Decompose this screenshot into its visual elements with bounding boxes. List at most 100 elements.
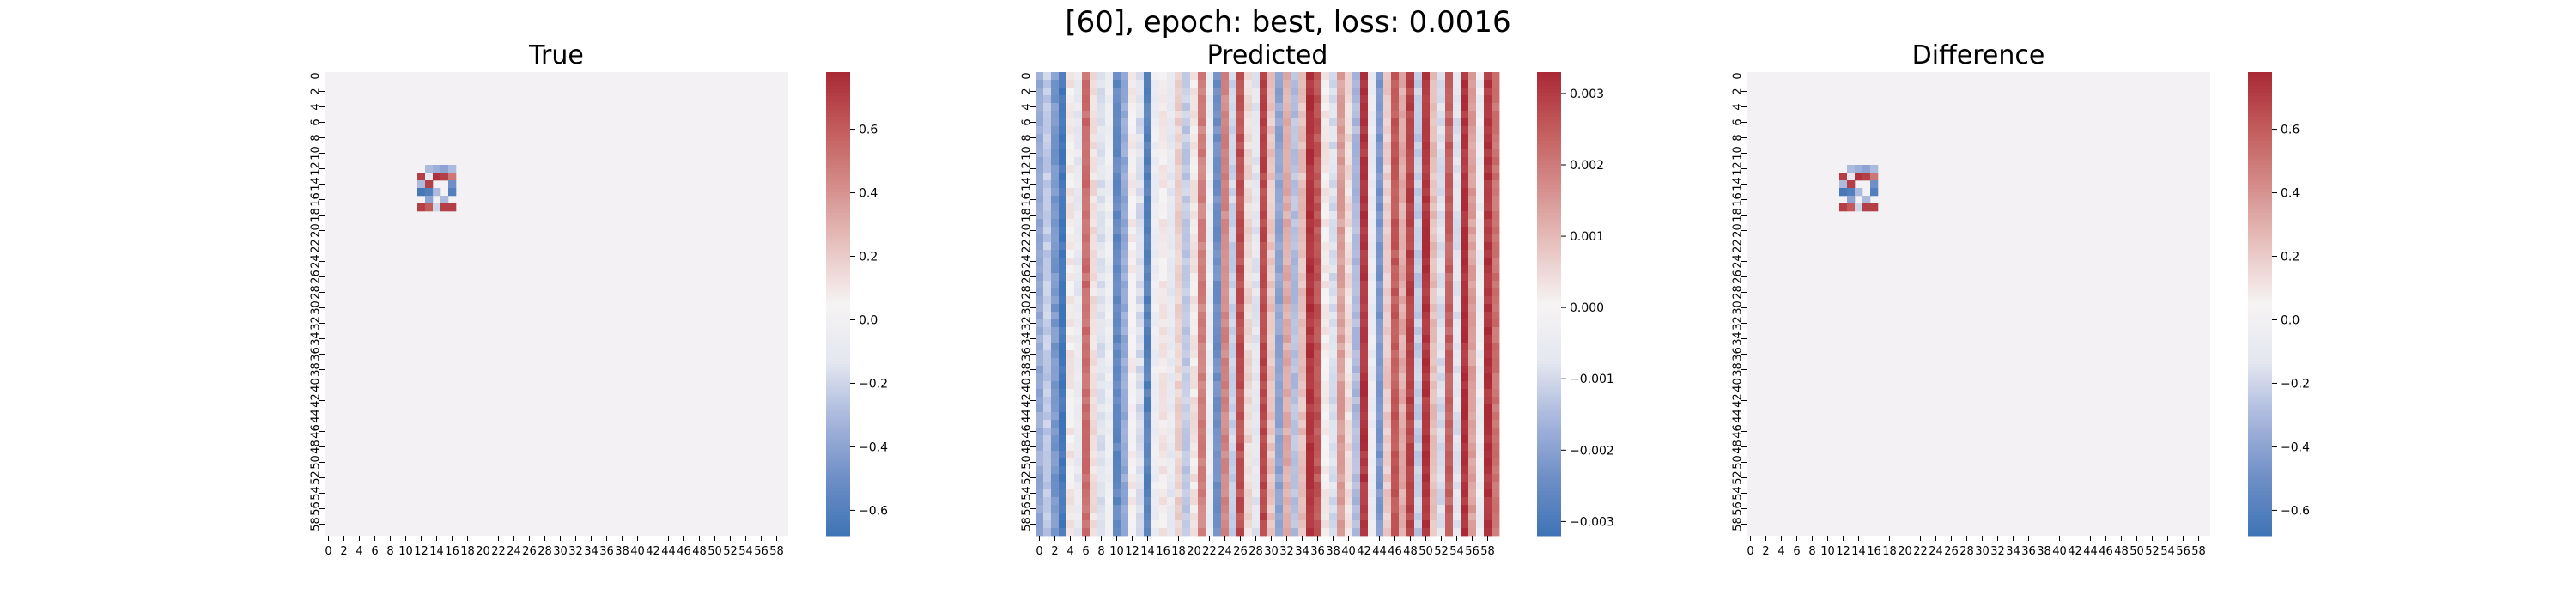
heatmap-cell xyxy=(1113,489,1121,498)
heatmap-cell xyxy=(1229,358,1237,367)
heatmap-cell xyxy=(1043,273,1052,282)
heatmap-cell xyxy=(1190,250,1199,258)
heatmap-cell xyxy=(1198,173,1206,181)
heatmap-cell xyxy=(1206,250,1214,258)
heatmap-cell xyxy=(1144,489,1152,498)
heatmap-cell xyxy=(1036,95,1044,104)
heatmap-cell xyxy=(1376,412,1384,421)
heatmap-cell xyxy=(1484,428,1492,436)
heatmap-cell xyxy=(1430,118,1438,127)
heatmap-cell xyxy=(1406,157,1415,166)
heatmap-cell xyxy=(1376,173,1384,181)
heatmap-cell xyxy=(1213,358,1222,367)
heatmap-cell xyxy=(1445,335,1454,343)
heatmap-cell xyxy=(1383,111,1392,119)
heatmap-cell xyxy=(1036,149,1044,158)
heatmap-cell xyxy=(1422,149,1431,158)
heatmap-cell xyxy=(1252,443,1261,452)
heatmap-cell xyxy=(1190,466,1199,475)
heatmap-cell xyxy=(1090,528,1098,537)
heatmap-cell xyxy=(1260,165,1268,173)
heatmap-cell xyxy=(1291,157,1299,166)
heatmap-cell xyxy=(1461,373,1469,382)
heatmap-cell xyxy=(1198,273,1206,282)
y-tick-label: 14 xyxy=(1732,177,1745,191)
heatmap-cell xyxy=(1291,497,1299,506)
heatmap-cell xyxy=(1121,203,1129,212)
heatmap-cell xyxy=(1136,242,1145,251)
heatmap-cell xyxy=(1376,165,1384,173)
colorbar-segment xyxy=(1537,501,1561,506)
heatmap-cell xyxy=(1229,404,1237,413)
heatmap-cell xyxy=(1182,520,1191,529)
heatmap-cell xyxy=(1275,227,1284,235)
heatmap-cell xyxy=(1159,420,1168,428)
heatmap-cell xyxy=(1198,451,1206,459)
heatmap-cell xyxy=(1043,227,1052,235)
heatmap-cell xyxy=(1298,258,1307,266)
heatmap-cell xyxy=(1376,358,1384,367)
heatmap-cell xyxy=(1136,335,1145,343)
heatmap-cell xyxy=(1260,180,1268,189)
heatmap-cell xyxy=(1051,157,1060,166)
heatmap-cell xyxy=(1492,118,1500,127)
heatmap-cell xyxy=(1352,188,1361,197)
heatmap-cell xyxy=(1059,505,1067,513)
heatmap-cell xyxy=(1437,458,1446,467)
heatmap-cell xyxy=(1206,149,1214,158)
heatmap-cell xyxy=(1414,428,1423,436)
heatmap-cell xyxy=(1314,149,1322,158)
heatmap-cell xyxy=(1221,203,1230,212)
heatmap-cell xyxy=(1476,451,1485,459)
heatmap-cell xyxy=(1175,180,1183,189)
colorbar-segment xyxy=(826,367,850,372)
heatmap-cell xyxy=(1275,443,1284,452)
heatmap-cell xyxy=(1097,250,1106,258)
heatmap-cell xyxy=(1406,80,1415,88)
heatmap-cell xyxy=(1051,389,1060,398)
heatmap-cell xyxy=(1121,489,1129,498)
colorbar-segment xyxy=(826,326,850,331)
heatmap-cell xyxy=(1468,188,1477,197)
heatmap-cell xyxy=(1329,250,1338,258)
heatmap-cell xyxy=(1036,134,1044,143)
heatmap-cell xyxy=(1383,134,1392,143)
heatmap-cell xyxy=(1267,404,1276,413)
heatmap-cell xyxy=(1159,203,1168,212)
heatmap-cell xyxy=(1221,404,1230,413)
heatmap-cell xyxy=(1043,265,1052,274)
heatmap-cell xyxy=(1298,196,1307,204)
heatmap-cell xyxy=(1144,350,1152,359)
heatmap-cell xyxy=(1167,474,1176,483)
heatmap-cell xyxy=(1337,103,1346,112)
y-tick-label: 56 xyxy=(310,501,323,516)
x-tick-label: 26 xyxy=(522,545,537,558)
heatmap-cell xyxy=(1236,389,1245,398)
heatmap-cell xyxy=(1345,103,1353,112)
heatmap-cell xyxy=(1352,95,1361,104)
heatmap-cell xyxy=(1051,134,1060,143)
heatmap-cell xyxy=(1105,126,1114,135)
heatmap-cell xyxy=(1221,126,1230,135)
heatmap-cell xyxy=(1430,265,1438,274)
heatmap-cell xyxy=(1306,505,1315,513)
heatmap-cell xyxy=(1036,373,1044,382)
heatmap-cell xyxy=(1291,173,1299,181)
heatmap-cell xyxy=(1329,397,1338,405)
heatmap-cell xyxy=(1468,482,1477,490)
heatmap-cell xyxy=(1306,227,1315,235)
heatmap-cell xyxy=(1059,412,1067,421)
heatmap-cell xyxy=(1275,157,1284,166)
heatmap-cell xyxy=(1229,319,1237,328)
heatmap-cell xyxy=(1437,227,1446,235)
y-tick-label: 24 xyxy=(310,254,323,269)
heatmap-cell xyxy=(1128,412,1137,421)
heatmap-cell xyxy=(1213,80,1222,88)
heatmap-cell xyxy=(1376,451,1384,459)
heatmap-cell xyxy=(1298,165,1307,173)
heatmap-cell xyxy=(1175,404,1183,413)
heatmap-cell xyxy=(1391,497,1400,506)
heatmap-cell xyxy=(1182,88,1191,96)
heatmap-cell xyxy=(1059,474,1067,483)
heatmap-cell xyxy=(1321,513,1330,521)
